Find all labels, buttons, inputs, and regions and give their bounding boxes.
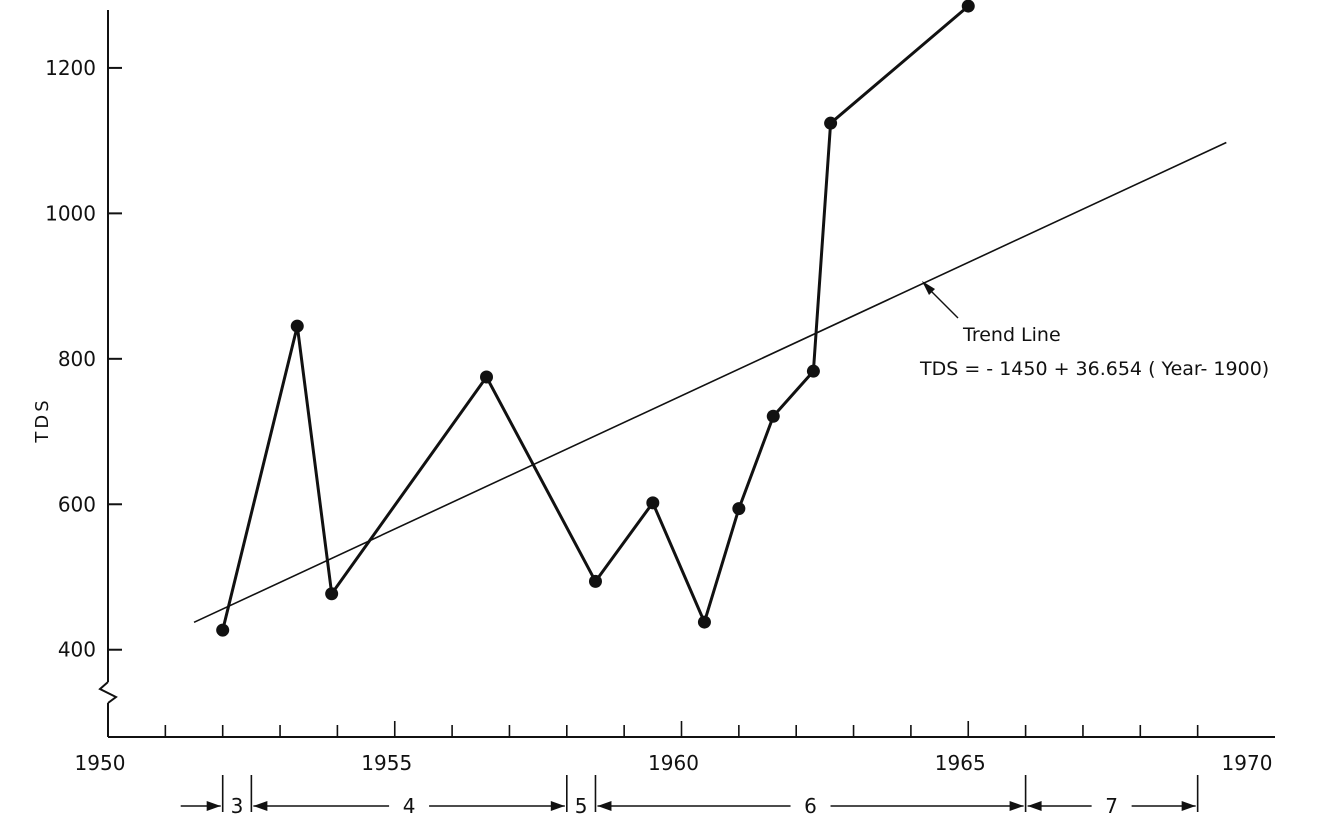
period-arrowhead: [1027, 801, 1042, 811]
trend-line: [193, 141, 1227, 624]
x-tick-label: 1960: [648, 751, 699, 775]
y-tick-label: 1000: [45, 201, 96, 225]
tds-data-point: [646, 496, 660, 510]
annotation-group: TDS Trend Line TDS = - 1450 + 36.654 ( Y…: [32, 281, 1269, 444]
tds-data-point: [806, 364, 820, 378]
series-group: [216, 0, 975, 637]
period-arrowhead: [1009, 801, 1024, 811]
axes-group: 400 600 800 1000 1200 1950 1955 1960 1965 1970: [45, 10, 1275, 775]
period-label: 7: [1105, 794, 1118, 814]
tds-data-point: [961, 0, 975, 13]
period-arrowhead: [597, 801, 612, 811]
period-arrowhead: [550, 801, 565, 811]
tds-data-point: [732, 502, 746, 516]
tds-data-point: [480, 370, 494, 384]
y-tick-label: 400: [58, 638, 96, 662]
tds-data-point: [766, 409, 780, 423]
tds-data-point: [325, 587, 339, 601]
y-tick-label: 1200: [45, 56, 96, 80]
tds-series-line: [221, 4, 970, 631]
period-label: 5: [575, 794, 588, 814]
trend-line-label: Trend Line: [962, 324, 1061, 346]
period-lead-arrowhead: [206, 801, 221, 811]
tds-data-point: [824, 116, 838, 130]
period-label: 6: [804, 794, 817, 814]
trend-line-group: [193, 141, 1227, 624]
period-label: 4: [403, 794, 416, 814]
tds-data-point: [588, 574, 602, 588]
x-tick-label: 1965: [935, 751, 986, 775]
y-axis-break: [98, 681, 118, 704]
x-tick-label: 1955: [361, 751, 412, 775]
period-label: 3: [231, 794, 244, 814]
x-tick-label: 1950: [75, 751, 126, 775]
y-axis-label: TDS: [32, 397, 53, 443]
tds-data-point: [290, 319, 304, 333]
tds-data-point: [697, 615, 711, 629]
x-tick-label: 1970: [1222, 751, 1273, 775]
period-arrowhead: [253, 801, 268, 811]
y-tick-label: 800: [58, 347, 96, 371]
period-bracket-group: 3 4 5 6 7: [180, 775, 1199, 814]
y-tick-label: 600: [58, 492, 96, 516]
trend-line-pointer-arrowhead: [922, 281, 935, 295]
tds-data-point: [216, 623, 230, 637]
trend-line-equation: TDS = - 1450 + 36.654 ( Year- 1900): [919, 358, 1269, 380]
period-arrowhead: [1181, 801, 1196, 811]
